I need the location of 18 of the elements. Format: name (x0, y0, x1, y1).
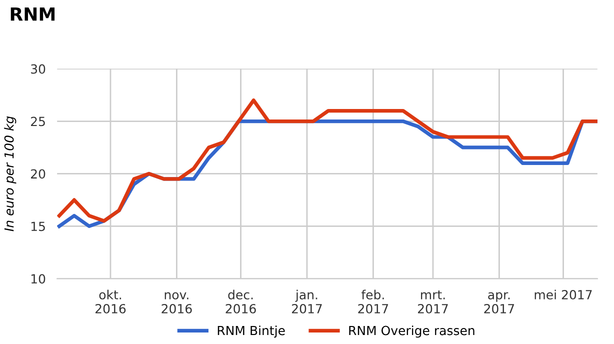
legend-label: RNM Overige rassen (349, 326, 474, 338)
x-tick-label: mrt. 2017 (418, 290, 448, 314)
x-tick-label: okt. 2016 (96, 290, 126, 314)
y-tick-label: 30 (31, 64, 46, 74)
x-tick-label: feb. 2017 (358, 290, 388, 314)
x-tick-label: dec. 2016 (226, 290, 256, 314)
x-tick-label: jan. 2017 (292, 290, 322, 314)
y-tick-label: 15 (31, 222, 45, 232)
y-tick-label: 20 (31, 169, 46, 179)
x-tick-label: mei 2017 (534, 290, 592, 300)
chart-title: RNM (10, 7, 55, 21)
y-axis-title: In euro per 100 kg (4, 116, 16, 232)
x-tick-label: nov. 2016 (162, 292, 192, 314)
x-tick-label: apr. 2017 (484, 292, 514, 314)
y-tick-label: 10 (31, 274, 46, 284)
y-tick-label: 25 (31, 116, 45, 126)
line-series (57, 98, 598, 223)
legend-label: RNM Bintje (218, 326, 285, 338)
